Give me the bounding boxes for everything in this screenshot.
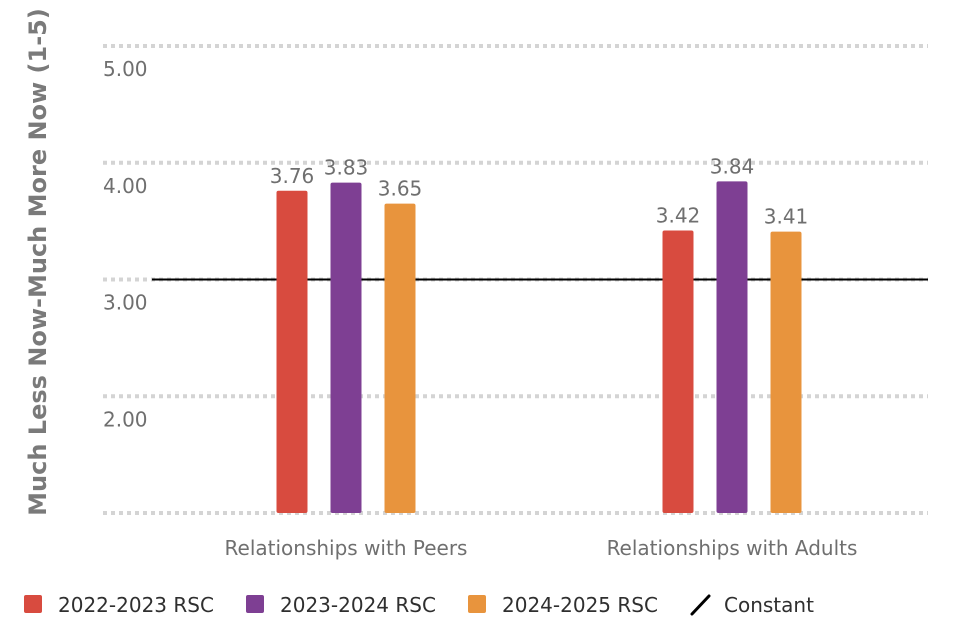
data-labels: 3.76 3.83 3.65 3.42 3.84 3.41 bbox=[270, 154, 809, 228]
legend-swatch bbox=[468, 595, 486, 613]
bar bbox=[384, 203, 416, 514]
bar bbox=[662, 230, 694, 513]
bar bbox=[716, 181, 748, 513]
legend-label: 2024-2025 RSC bbox=[502, 593, 658, 617]
legend-line-icon bbox=[690, 594, 711, 616]
legend-swatch bbox=[24, 595, 42, 613]
x-category-label: Relationships with Peers bbox=[225, 536, 468, 560]
bars bbox=[276, 181, 802, 514]
y-tick-label: 3.00 bbox=[103, 291, 148, 315]
legend-swatch bbox=[246, 595, 264, 613]
bar bbox=[276, 190, 308, 513]
x-axis-category-labels: Relationships with Peers Relationships wi… bbox=[225, 536, 858, 560]
y-axis-ticks: 2.00 3.00 4.00 5.00 bbox=[103, 57, 148, 431]
data-label: 3.76 bbox=[270, 164, 315, 188]
y-tick-label: 5.00 bbox=[103, 57, 148, 81]
data-label: 3.65 bbox=[378, 177, 423, 201]
legend-label: Constant bbox=[724, 593, 814, 617]
x-category-label: Relationships with Adults bbox=[607, 536, 858, 560]
legend: 2022-2023 RSC 2023-2024 RSC 2024-2025 RSC C… bbox=[24, 593, 814, 617]
data-label: 3.42 bbox=[656, 203, 701, 227]
data-label: 3.84 bbox=[710, 154, 755, 178]
legend-label: 2022-2023 RSC bbox=[58, 593, 214, 617]
y-axis-label: Much Less Now-Much More Now (1-5) bbox=[24, 8, 52, 516]
data-label: 3.83 bbox=[324, 156, 369, 180]
bar bbox=[770, 231, 802, 513]
legend-label: 2023-2024 RSC bbox=[280, 593, 436, 617]
bar bbox=[330, 182, 362, 513]
y-tick-label: 2.00 bbox=[103, 407, 148, 431]
y-tick-label: 4.00 bbox=[103, 174, 148, 198]
data-label: 3.41 bbox=[764, 205, 809, 229]
